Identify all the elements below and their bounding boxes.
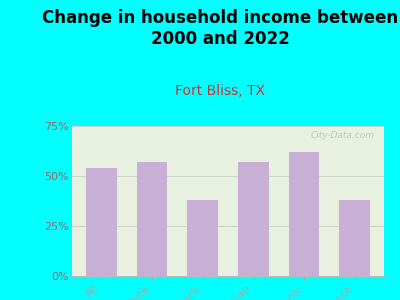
Bar <box>289 152 319 276</box>
Text: City-Data.com: City-Data.com <box>311 130 375 140</box>
Bar <box>340 200 370 276</box>
Bar <box>238 162 268 276</box>
Text: Fort Bliss, TX: Fort Bliss, TX <box>175 84 265 98</box>
Text: Change in household income between
2000 and 2022: Change in household income between 2000 … <box>42 9 398 48</box>
Bar <box>137 162 167 276</box>
Bar <box>86 168 116 276</box>
Bar <box>188 200 218 276</box>
